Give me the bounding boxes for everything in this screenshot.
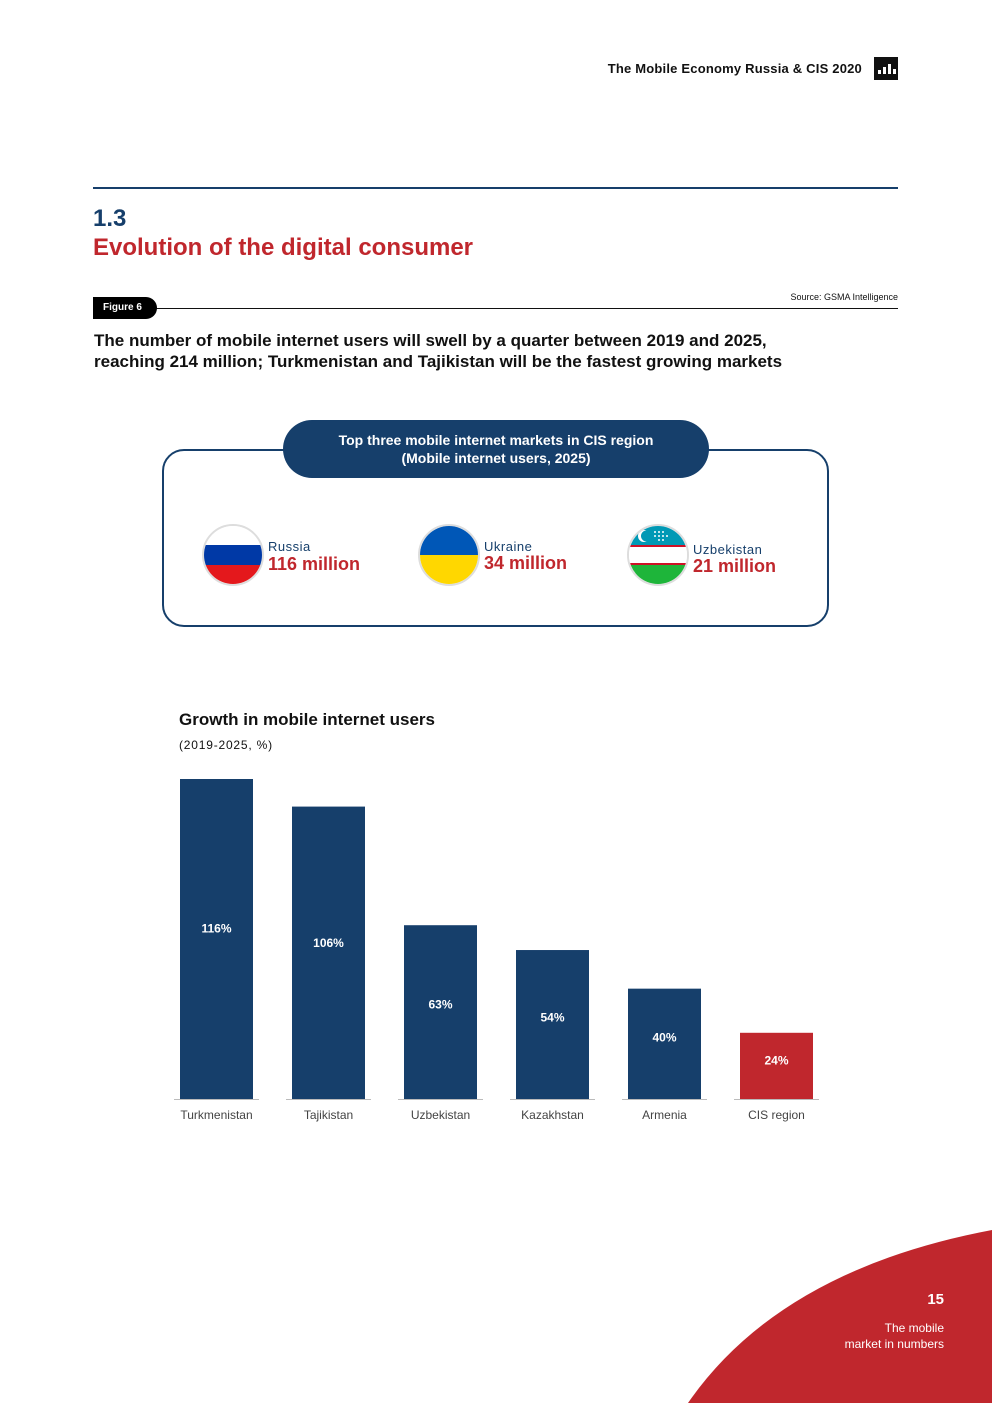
- bar-tajikistan: [292, 806, 365, 1099]
- data-label: 24%: [764, 1054, 788, 1068]
- top-markets-title-line-1: Top three mobile internet markets in CIS…: [338, 432, 654, 448]
- market-value: 116 million: [268, 554, 361, 574]
- market-name: Russia: [268, 539, 311, 554]
- bar-chart-icon: [874, 57, 898, 80]
- figure-divider: [93, 308, 898, 309]
- source-note: Source: GSMA Intelligence: [790, 292, 898, 302]
- footer-section-label: The mobile market in numbers: [845, 1320, 944, 1352]
- market-value: 21 million: [693, 556, 777, 576]
- footer-section-line-1: The mobile: [884, 1321, 944, 1335]
- top-markets-title-line-2: (Mobile internet users, 2025): [401, 450, 591, 466]
- category-label: Kazakhstan: [521, 1108, 584, 1122]
- ukraine-flag-icon: [418, 524, 480, 586]
- page-number: 15: [927, 1291, 944, 1308]
- section-divider: [93, 187, 898, 189]
- market-value: 34 million: [484, 553, 568, 573]
- data-label: 63%: [428, 998, 452, 1012]
- bar-kazakhstan: [516, 950, 589, 1099]
- category-label: Armenia: [642, 1108, 687, 1122]
- figure-headline: The number of mobile internet users will…: [94, 330, 894, 372]
- data-label: 54%: [540, 1011, 564, 1025]
- market-name: Uzbekistan: [693, 542, 763, 557]
- header-title: The Mobile Economy Russia & CIS 2020: [607, 61, 862, 76]
- figure-badge: Figure 6: [93, 297, 157, 319]
- market-name: Ukraine: [484, 539, 533, 554]
- uzbekistan-flag-icon: [627, 524, 689, 586]
- bar-cis-region: [740, 1032, 813, 1099]
- bar-turkmenistan: [180, 779, 253, 1099]
- footer-section-line-2: market in numbers: [844, 1337, 944, 1351]
- chart-title: Growth in mobile internet users: [179, 710, 435, 729]
- category-label: Uzbekistan: [411, 1108, 470, 1122]
- russia-flag-icon: [202, 524, 264, 586]
- section-number: 1.3: [93, 205, 127, 232]
- category-label: Tajikistan: [304, 1108, 353, 1122]
- bar-armenia: [628, 988, 701, 1099]
- data-label: 106%: [313, 936, 344, 950]
- top-markets-title: Top three mobile internet markets in CIS…: [283, 420, 709, 478]
- data-label: 40%: [652, 1031, 676, 1045]
- headline-line-1: The number of mobile internet users will…: [94, 331, 767, 350]
- chart-subtitle: (2019-2025, %): [179, 738, 273, 752]
- bar-uzbekistan: [404, 925, 477, 1099]
- growth-bar-chart: 116% Turkmenistan 106% Tajikistan 63% Uzbekis…: [174, 779, 819, 1122]
- headline-line-2: reaching 214 million; Turkmenistan and T…: [94, 352, 783, 371]
- section-title: Evolution of the digital consumer: [93, 234, 474, 261]
- category-label: CIS region: [748, 1108, 805, 1122]
- category-label: Turkmenistan: [180, 1108, 252, 1122]
- data-label: 116%: [201, 922, 231, 936]
